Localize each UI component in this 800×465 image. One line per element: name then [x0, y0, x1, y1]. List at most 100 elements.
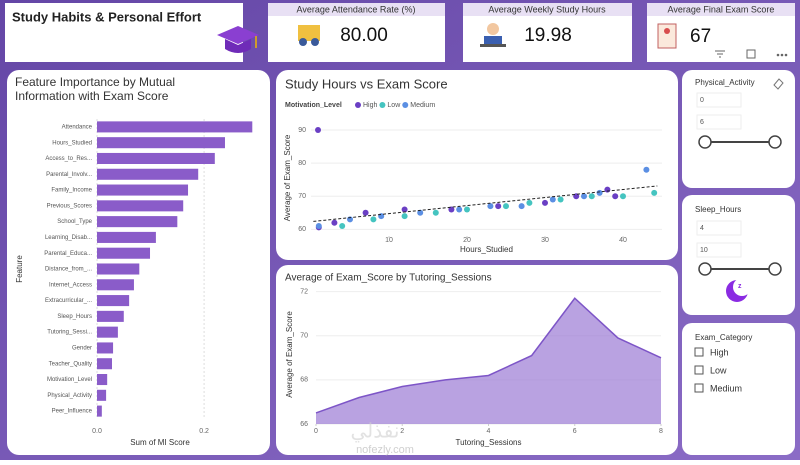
checkbox-label[interactable]: Low: [710, 365, 727, 375]
bar: [97, 358, 112, 370]
slicer-title: Physical_Activity: [695, 78, 755, 87]
x-tick-label: 40: [619, 237, 627, 244]
y-tick-label: Internet_Access: [49, 282, 92, 288]
card-icon: [657, 23, 677, 49]
y-axis-label: Average of Exam_Score: [283, 134, 292, 221]
y-tick-label: School_Type: [57, 219, 92, 225]
header-title: Study Habits & Personal Effort: [12, 9, 202, 24]
x-tick-label: 0: [314, 428, 318, 435]
card-value: 19.98: [524, 25, 572, 46]
bar: [97, 342, 114, 354]
trend-line: [313, 185, 658, 222]
scatter-point: [588, 193, 595, 200]
slider-handle[interactable]: [768, 135, 782, 149]
svg-text:z: z: [738, 283, 742, 290]
scatter-point: [526, 199, 533, 206]
scatter-point: [487, 203, 494, 210]
chart-panel: [7, 70, 270, 455]
x-tick-label: 0.2: [199, 428, 209, 435]
x-tick-label: 30: [541, 237, 549, 244]
y-tick-label: 72: [300, 288, 308, 295]
bar: [97, 200, 184, 212]
range-input[interactable]: [696, 242, 742, 258]
y-tick-label: Access_to_Res...: [45, 156, 92, 162]
scatter-point: [432, 209, 439, 216]
range-input[interactable]: [696, 114, 742, 130]
slicer-panel: [682, 323, 795, 455]
clear-icon[interactable]: [773, 78, 784, 90]
scatter-point: [581, 193, 587, 200]
bar: [97, 231, 156, 243]
bar: [97, 310, 124, 322]
slicer-title: Sleep_Hours: [695, 205, 741, 214]
checkbox[interactable]: [694, 347, 704, 357]
scatter-point: [643, 166, 650, 173]
range-min: 0: [700, 97, 704, 104]
legend-title: Motivation_Level: [285, 102, 342, 109]
range-input[interactable]: [696, 92, 742, 108]
x-axis-label: Sum of MI Score: [130, 438, 190, 447]
x-tick-label: 20: [463, 237, 471, 244]
area-fill: [316, 298, 661, 424]
y-tick-label: Motivation_Level: [47, 377, 92, 383]
card-icon: [480, 23, 506, 47]
legend-label: Medium: [410, 102, 435, 109]
checkbox[interactable]: [694, 365, 704, 375]
y-tick-label: Physical_Activity: [47, 393, 92, 399]
watermark: nofezly.com: [356, 444, 414, 456]
scatter-point: [362, 209, 369, 216]
x-tick-label: 0.0: [92, 428, 102, 435]
y-tick-label: 60: [298, 226, 306, 233]
scatter-point: [331, 219, 338, 226]
checkbox-label[interactable]: Medium: [710, 383, 742, 393]
x-tick-label: 8: [659, 428, 663, 435]
visual-toolbar[interactable]: [715, 49, 788, 59]
bar: [97, 374, 108, 386]
bar: [97, 295, 130, 307]
y-axis-label: Average of Exam_Score: [285, 311, 294, 398]
bar: [97, 389, 107, 401]
scatter-point: [401, 206, 408, 213]
y-tick-label: 66: [300, 421, 308, 428]
x-tick-label: 6: [573, 428, 577, 435]
bar: [97, 137, 225, 149]
bar: [97, 168, 199, 180]
x-tick-label: 2: [400, 428, 404, 435]
y-tick-label: 70: [300, 333, 308, 340]
y-tick-label: Previous_Scores: [47, 203, 92, 209]
chart-title: Feature Importance by Mutual Information …: [15, 75, 175, 103]
watermark: نفذلي: [351, 420, 400, 442]
y-tick-label: Parental_Educa...: [44, 251, 92, 257]
y-tick-label: Sleep_Hours: [57, 314, 92, 320]
legend-label: High: [363, 102, 378, 109]
chart-title: Average of Exam_Score by Tutoring_Sessio…: [285, 273, 492, 284]
scatter-point: [370, 216, 377, 223]
slider-handle[interactable]: [698, 135, 712, 149]
scatter-point: [401, 213, 408, 220]
y-tick-label: Gender: [72, 346, 92, 352]
scatter-point: [417, 209, 424, 216]
bar: [97, 152, 215, 164]
scatter-point: [612, 193, 619, 200]
scatter-point: [518, 203, 525, 210]
legend-marker: [402, 102, 409, 108]
scatter-point: [503, 203, 509, 210]
y-tick-label: Hours_Studied: [52, 140, 92, 146]
scatter-point: [464, 206, 470, 213]
chart-panel: [276, 70, 678, 260]
y-tick-label: 80: [298, 160, 306, 167]
header-box: [5, 3, 243, 62]
slider-handle[interactable]: [768, 262, 782, 276]
scatter-point: [542, 199, 548, 206]
checkbox[interactable]: [694, 383, 704, 393]
scatter-point: [651, 189, 658, 196]
bar: [97, 263, 140, 275]
checkbox-label[interactable]: High: [710, 347, 729, 357]
chart-title: Study Hours vs Exam Score: [285, 76, 448, 91]
y-tick-label: Tutoring_Sessi...: [47, 330, 92, 336]
bar: [97, 121, 253, 133]
x-axis-label: Hours_Studied: [460, 245, 513, 254]
slider-handle[interactable]: [698, 262, 712, 276]
range-input[interactable]: [696, 220, 742, 236]
